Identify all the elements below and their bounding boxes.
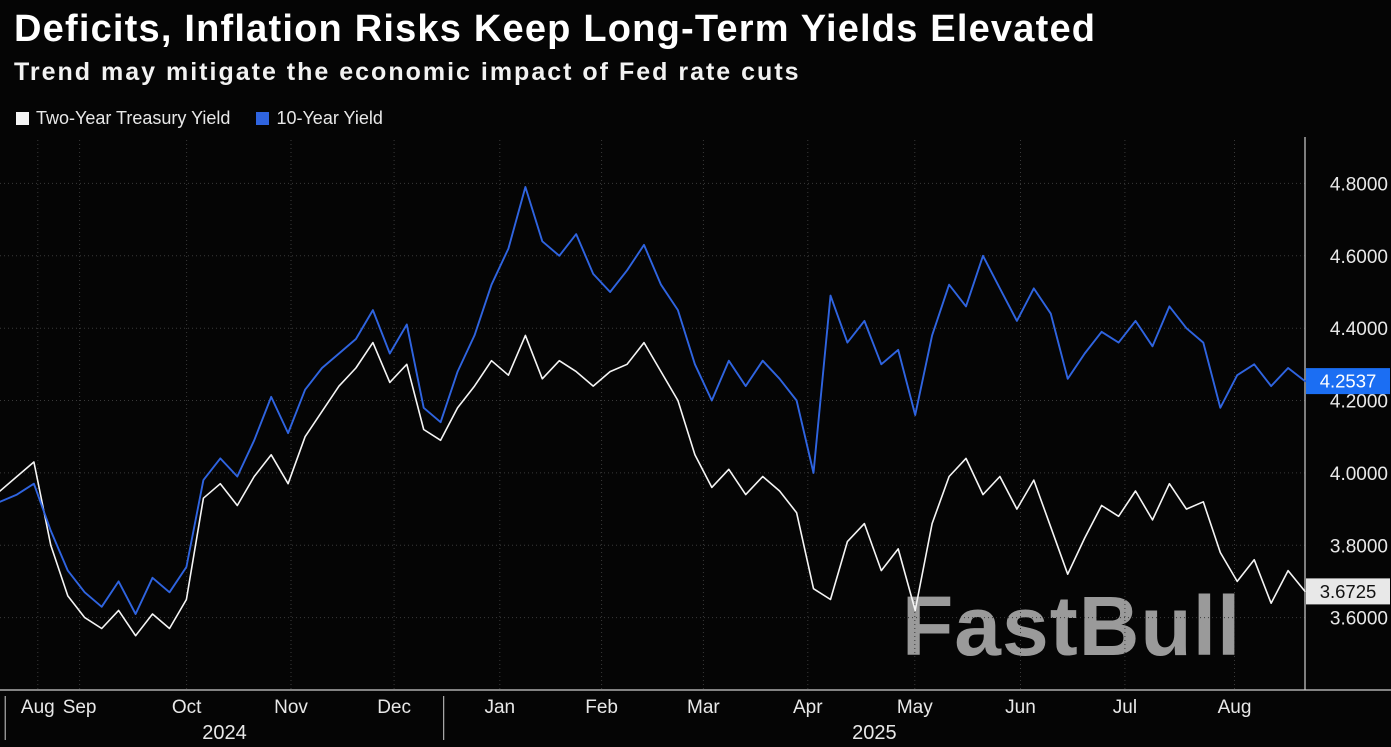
- x-axis-month-label: Jun: [1005, 697, 1036, 718]
- x-axis-month-label: Aug: [21, 697, 55, 718]
- last-value-badge: [1306, 368, 1390, 395]
- x-axis-month-label: Sep: [63, 697, 97, 718]
- x-axis-month-label: Nov: [274, 697, 308, 718]
- y-axis-label: 3.6000: [1330, 609, 1388, 630]
- legend-label-ten-year: 10-Year Yield: [276, 108, 383, 128]
- y-axis-label: 4.2000: [1330, 392, 1388, 413]
- legend-item-two-year-yield: Two-Year Treasury Yield: [16, 108, 230, 129]
- last-value-badge-label: 3.6725: [1320, 581, 1377, 602]
- last-value-badge: [1306, 578, 1390, 605]
- legend-label-two-year: Two-Year Treasury Yield: [36, 108, 231, 128]
- x-axis-month-label: Mar: [687, 697, 720, 718]
- y-axis-label: 4.8000: [1330, 174, 1388, 195]
- x-axis-month-label: Jan: [484, 697, 515, 718]
- x-axis-month-label: Apr: [793, 697, 823, 718]
- y-axis-label: 4.6000: [1330, 247, 1388, 268]
- yield-line-chart: 3.6000 3.8000 4.0000 4.2000 4.4000 4.6000 4.80…: [0, 137, 1391, 744]
- two-year-yield-swatch-icon: [16, 112, 29, 125]
- ten-year-yield-swatch-icon: [256, 112, 270, 125]
- x-axis-year-label: 2025: [852, 722, 897, 744]
- y-axis-label: 3.8000: [1330, 536, 1388, 557]
- ten-year-yield-line: [0, 186, 1306, 615]
- x-axis-month-label: Oct: [172, 697, 202, 718]
- x-axis-year-label: 2024: [202, 722, 247, 744]
- x-axis-month-label: Feb: [585, 697, 618, 718]
- two-year-yield-line: [0, 334, 1306, 637]
- chart-title: Deficits, Inflation Risks Keep Long-Term…: [14, 8, 1097, 50]
- chart-subtitle: Trend may mitigate the economic impact o…: [14, 58, 801, 86]
- x-axis-month-label: Dec: [377, 697, 411, 718]
- y-axis-label: 4.4000: [1330, 319, 1388, 340]
- legend: Two-Year Treasury Yield 10-Year Yield: [16, 108, 383, 129]
- x-axis-month-label: Jul: [1113, 697, 1137, 718]
- last-value-badge-label: 4.2537: [1320, 371, 1377, 392]
- y-axis-label: 4.0000: [1330, 464, 1388, 485]
- x-axis-month-label: Aug: [1218, 697, 1252, 718]
- fastbull-watermark: FastBull: [902, 579, 1242, 673]
- x-axis-month-label: May: [897, 697, 933, 718]
- legend-item-ten-year-yield: 10-Year Yield: [256, 108, 383, 129]
